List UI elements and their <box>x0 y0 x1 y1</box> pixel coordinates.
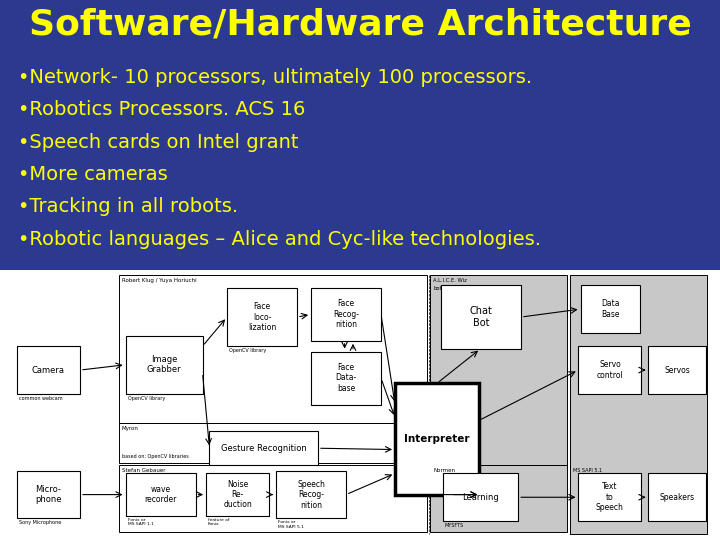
Bar <box>276 471 346 518</box>
Text: feature of
Fonix: feature of Fonix <box>208 518 230 526</box>
Text: OpenCV library: OpenCV library <box>127 396 165 401</box>
Text: wave
recorder: wave recorder <box>144 485 176 504</box>
Text: common webcam: common webcam <box>19 396 63 401</box>
Text: Noise
Re-
duction: Noise Re- duction <box>223 480 252 510</box>
Bar <box>430 465 567 532</box>
Text: Servo
control: Servo control <box>597 360 624 380</box>
Text: OpenCV library: OpenCV library <box>229 348 266 353</box>
Text: Fonix or
MS SAPI 5.1: Fonix or MS SAPI 5.1 <box>278 521 304 529</box>
Bar <box>443 474 518 521</box>
Text: Face
Data-
base: Face Data- base <box>336 363 356 393</box>
Bar <box>580 285 640 333</box>
Bar <box>649 346 706 394</box>
Text: based on: OpenCV libraries: based on: OpenCV libraries <box>122 454 188 459</box>
Text: Robert Klug / Yuya Horiuchi: Robert Klug / Yuya Horiuchi <box>122 278 196 282</box>
Text: MS SAPI 5.1: MS SAPI 5.1 <box>573 468 602 474</box>
Bar <box>210 431 318 465</box>
Text: Learning: Learning <box>462 492 499 502</box>
Text: A.L.I.C.E. Wiz: A.L.I.C.E. Wiz <box>433 278 467 282</box>
Bar <box>0 0 720 270</box>
Bar <box>395 383 479 495</box>
Bar <box>441 285 521 349</box>
Text: MYSFTS: MYSFTS <box>445 523 464 528</box>
Text: Fonix or
MS SAPI 1.1: Fonix or MS SAPI 1.1 <box>127 518 153 526</box>
Bar <box>649 474 706 521</box>
Bar <box>578 474 642 521</box>
Bar <box>125 474 196 516</box>
Bar <box>578 346 642 394</box>
Text: •Network- 10 processors, ultimately 100 processors.: •Network- 10 processors, ultimately 100 … <box>18 68 532 87</box>
Bar <box>206 474 269 516</box>
Text: Sony Microphone: Sony Microphone <box>19 521 61 525</box>
Text: Data
Base: Data Base <box>601 299 619 319</box>
Text: Interpreter: Interpreter <box>404 434 469 444</box>
Bar <box>311 352 381 404</box>
Text: •Speech cards on Intel grant: •Speech cards on Intel grant <box>18 133 299 152</box>
Text: Face
loco-
lization: Face loco- lization <box>248 302 276 332</box>
Text: Stefan Gebauer: Stefan Gebauer <box>122 468 165 474</box>
Text: Camera: Camera <box>32 366 65 375</box>
Text: Chat
Bot: Chat Bot <box>469 306 492 328</box>
Text: Myron: Myron <box>122 426 138 431</box>
Text: Servos: Servos <box>665 366 690 375</box>
Text: •Robotic languages – Alice and Cyc-like technologies.: •Robotic languages – Alice and Cyc-like … <box>18 230 541 248</box>
Text: Text
to
Speech: Text to Speech <box>596 482 624 512</box>
Bar <box>311 288 381 341</box>
Bar <box>227 288 297 346</box>
Bar <box>125 335 202 394</box>
Text: •Tracking in all robots.: •Tracking in all robots. <box>18 197 238 217</box>
Bar <box>119 423 426 463</box>
Text: •Robotics Processors. ACS 16: •Robotics Processors. ACS 16 <box>18 100 305 119</box>
Bar <box>0 270 720 540</box>
Text: Speech
Recog-
nition: Speech Recog- nition <box>297 480 325 510</box>
Bar <box>17 471 80 518</box>
Text: Normen: Normen <box>433 468 455 474</box>
Text: •More cameras: •More cameras <box>18 165 168 184</box>
Text: Micro-
phone: Micro- phone <box>35 485 62 504</box>
Text: bot: bot <box>433 286 441 291</box>
Bar <box>430 275 567 465</box>
Text: Gesture Recognition: Gesture Recognition <box>221 444 307 453</box>
Bar <box>119 465 426 532</box>
Bar <box>570 275 706 535</box>
Text: Software/Hardware Architecture: Software/Hardware Architecture <box>29 8 691 42</box>
Bar <box>17 346 80 394</box>
Text: Image
Grabber: Image Grabber <box>147 355 181 374</box>
Text: Speakers: Speakers <box>660 492 695 502</box>
Bar <box>119 275 426 423</box>
Text: Face
Recog-
nition: Face Recog- nition <box>333 300 359 329</box>
